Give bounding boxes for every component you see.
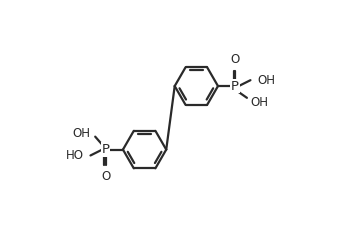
Text: P: P bbox=[102, 143, 110, 156]
Text: OH: OH bbox=[251, 96, 268, 109]
Text: O: O bbox=[230, 53, 240, 66]
Text: OH: OH bbox=[257, 74, 275, 87]
Text: OH: OH bbox=[72, 127, 90, 140]
Text: O: O bbox=[101, 170, 110, 183]
Text: HO: HO bbox=[66, 149, 84, 162]
Text: P: P bbox=[231, 79, 239, 93]
